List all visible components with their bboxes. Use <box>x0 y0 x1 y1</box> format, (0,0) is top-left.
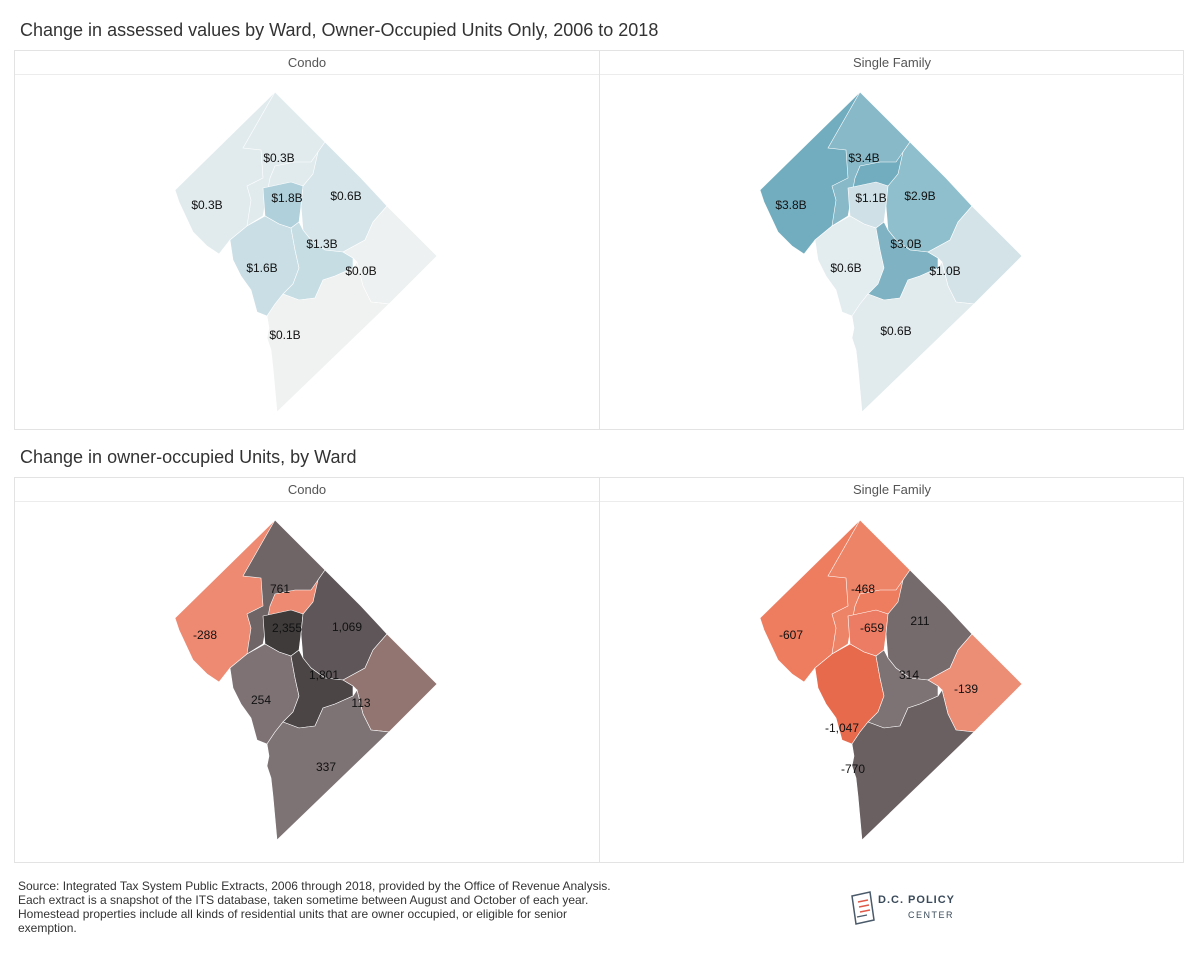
bottom-section-title: Change in owner-occupied Units, by Ward <box>20 447 357 467</box>
bottom-panel-header-single-family: Single Family <box>600 478 1184 502</box>
ward-label-w3: -288 <box>193 628 217 642</box>
ward-label-w6: $3.0B <box>890 237 921 251</box>
ward-label-w8: 337 <box>316 760 336 774</box>
ward-label-w5: 211 <box>910 614 929 628</box>
bottom-map-frame: Condo Single Family <box>14 477 1184 863</box>
map-value-single-family: $3.8B $3.4B $1.1B $2.9B $0.6B $3.0B $1.0B $0.6B <box>759 91 1023 413</box>
panel-divider <box>599 478 600 862</box>
ward-label-w2: $1.6B <box>246 261 277 275</box>
ward-label-w3: $0.3B <box>191 198 222 212</box>
ward-label-w3: -607 <box>779 628 803 642</box>
ward-label-w1: $1.8B <box>271 191 302 205</box>
ward-label-w7: $1.0B <box>929 264 960 278</box>
top-panel-header-single-family: Single Family <box>600 51 1184 75</box>
top-panel-header-condo: Condo <box>15 51 599 75</box>
ward-label-w8: $0.6B <box>880 324 911 338</box>
ward-region-w8 <box>266 689 390 841</box>
ward-label-w2: $0.6B <box>830 261 861 275</box>
map-value-condo: $0.3B $0.3B $1.8B $0.6B $1.6B $1.3B $0.0B $0.1B <box>174 91 438 413</box>
ward-label-w5: $2.9B <box>904 189 935 203</box>
ward-label-w6: 1,801 <box>309 668 339 682</box>
ward-label-w3: $3.8B <box>775 198 806 212</box>
map-units-single-family: -607 -468 -659 211 -1,047 314 -139 -770 <box>759 519 1023 841</box>
panel-divider <box>599 51 600 429</box>
ward-region-w8 <box>266 261 390 413</box>
ward-label-w8: $0.1B <box>269 328 300 342</box>
ward-label-w6: 314 <box>899 668 919 682</box>
ward-region-w8 <box>851 689 975 841</box>
ward-label-w2: 254 <box>251 693 271 707</box>
ward-label-w1: $1.1B <box>855 191 886 205</box>
ward-label-w1: -659 <box>860 621 884 635</box>
map-units-condo: -288 761 2,355 1,069 254 1,801 113 337 <box>174 519 438 841</box>
ward-label-w7: 113 <box>351 696 370 710</box>
top-map-frame: Condo Single Family <box>14 50 1184 430</box>
dc-policy-center-logo: D.C. POLICY CENTER <box>846 886 986 926</box>
ward-label-w7: -139 <box>954 682 978 696</box>
ward-label-w5: 1,069 <box>332 620 362 634</box>
ward-label-w6: $1.3B <box>306 237 337 251</box>
ward-label-w1: 2,355 <box>272 621 302 635</box>
ward-label-w4: $0.3B <box>263 151 294 165</box>
ward-label-w5: $0.6B <box>330 189 361 203</box>
ward-region-w8 <box>851 261 975 413</box>
ward-label-w2: -1,047 <box>825 721 859 735</box>
ward-label-w7: $0.0B <box>345 264 376 278</box>
logo-title: D.C. POLICY <box>878 894 956 906</box>
ward-label-w4: 761 <box>270 582 290 596</box>
top-section-title: Change in assessed values by Ward, Owner… <box>20 20 659 40</box>
logo-subtitle: CENTER <box>908 910 955 920</box>
bottom-panel-header-condo: Condo <box>15 478 599 502</box>
capitol-dome-icon <box>851 891 875 925</box>
ward-label-w8: -770 <box>841 762 865 776</box>
ward-label-w4: $3.4B <box>848 151 879 165</box>
source-note: Source: Integrated Tax System Public Ext… <box>18 879 611 935</box>
ward-label-w4: -468 <box>851 582 875 596</box>
